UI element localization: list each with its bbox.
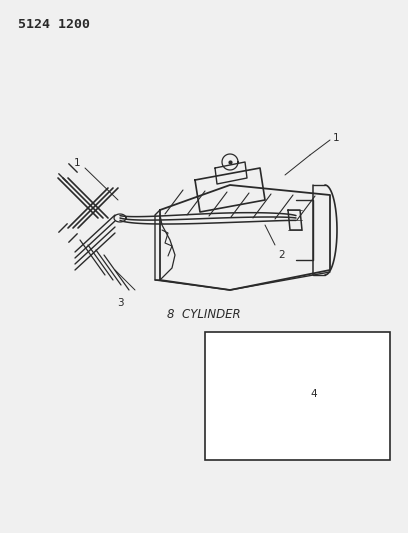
Text: 3: 3: [117, 298, 123, 308]
Bar: [205, 332, 390, 460]
Text: 4: 4: [310, 389, 317, 399]
Text: 8  CYLINDER: 8 CYLINDER: [167, 308, 241, 321]
Text: 1: 1: [333, 133, 339, 143]
Text: 1: 1: [73, 158, 80, 168]
Text: 5124 1200: 5124 1200: [18, 18, 90, 31]
Text: 2: 2: [278, 250, 285, 260]
